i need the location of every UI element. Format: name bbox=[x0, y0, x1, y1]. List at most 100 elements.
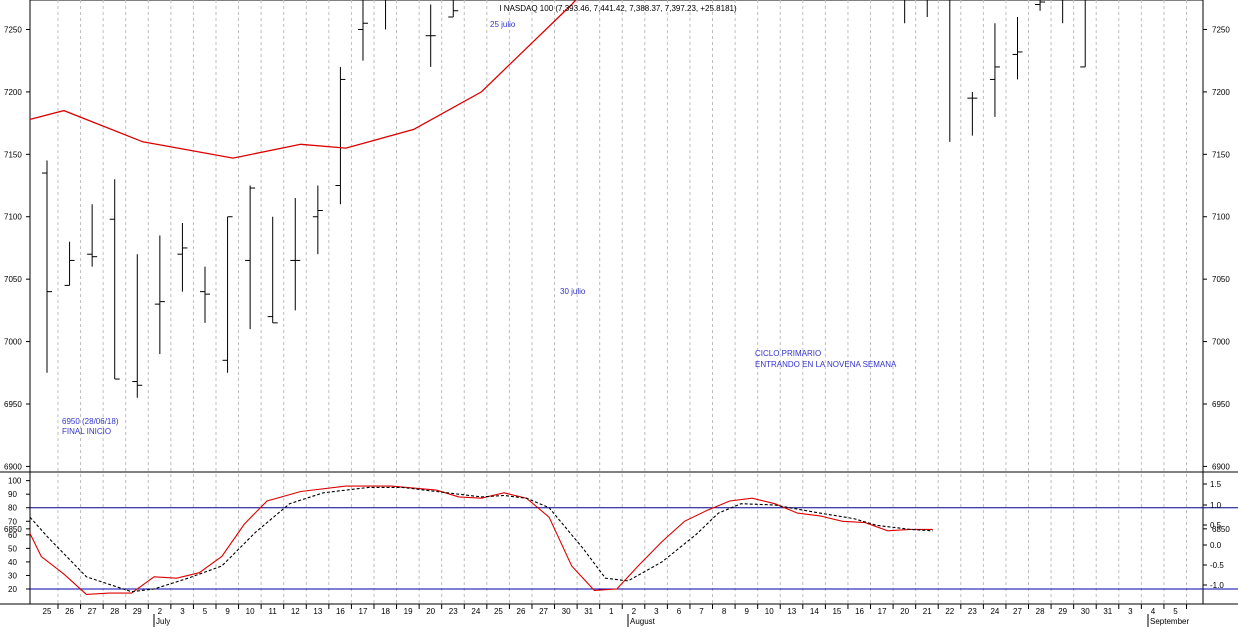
osc-tick-label-right: -1.0 bbox=[1210, 581, 1224, 590]
x-tick-label: 14 bbox=[810, 607, 819, 616]
x-tick-label: 25 bbox=[494, 607, 503, 616]
month-label: July bbox=[156, 617, 170, 626]
osc-tick-label-left: 50 bbox=[8, 544, 17, 553]
ohlc-bar bbox=[42, 160, 52, 373]
ohlc-bar bbox=[109, 179, 120, 380]
annotation-label: ENTRANDO EN LA NOVENA SEMANA bbox=[755, 360, 897, 369]
x-tick-label: 12 bbox=[291, 607, 300, 616]
osc-tick-label-left: 100 bbox=[8, 477, 22, 486]
month-label: September bbox=[1150, 617, 1189, 626]
plot-border bbox=[29, 0, 1204, 605]
y-tick-label-left: 6850 bbox=[4, 525, 22, 534]
price-panel: 25 julio 30 julio 6950 (28/06/18)FINAL INI… bbox=[29, 0, 1086, 436]
ohlc-bar bbox=[926, 0, 928, 17]
ohlc-bar bbox=[222, 216, 233, 373]
x-tick-label: 24 bbox=[990, 607, 999, 616]
x-tick-label: 9 bbox=[225, 607, 230, 616]
x-tick-label: 28 bbox=[1036, 607, 1045, 616]
annotation-label: 30 julio bbox=[560, 287, 586, 296]
x-tick-label: 2 bbox=[632, 607, 637, 616]
ohlc-bar bbox=[385, 0, 387, 30]
x-tick-label: 26 bbox=[65, 607, 74, 616]
x-tick-label: 21 bbox=[923, 607, 932, 616]
x-tick-label: 1 bbox=[609, 607, 614, 616]
annotation-label: FINAL INICIO bbox=[62, 427, 111, 436]
osc-tick-label-left: 90 bbox=[8, 490, 17, 499]
y-tick-label-right: 6850 bbox=[1212, 525, 1230, 534]
x-tick-label: 3 bbox=[654, 607, 659, 616]
ohlc-bar bbox=[177, 222, 188, 292]
ohlc-bar bbox=[949, 0, 951, 142]
ohlc-bar bbox=[87, 204, 98, 267]
ohlc-bar bbox=[245, 185, 256, 330]
x-tick-label: 28 bbox=[110, 607, 119, 616]
x-tick-label: 31 bbox=[584, 607, 593, 616]
x-tick-label: 10 bbox=[246, 607, 255, 616]
y-tick-label-left: 7050 bbox=[4, 275, 22, 284]
x-tick-label: 3 bbox=[1128, 607, 1133, 616]
ohlc-bar bbox=[199, 266, 210, 323]
ohlc-bar bbox=[267, 216, 278, 324]
osc-tick-label-right: -0.5 bbox=[1210, 561, 1224, 570]
y-tick-label-right: 6950 bbox=[1212, 400, 1230, 409]
annotation-label: 25 julio bbox=[490, 20, 516, 29]
x-tick-label: 30 bbox=[562, 607, 571, 616]
ohlc-bar bbox=[64, 241, 75, 286]
y-tick-label-right: 7050 bbox=[1212, 275, 1230, 284]
y-tick-label-left: 7100 bbox=[4, 213, 22, 222]
y-tick-label-left: 7250 bbox=[4, 25, 22, 34]
x-tick-label: 22 bbox=[945, 607, 954, 616]
x-tick-label: 2 bbox=[158, 607, 163, 616]
y-tick-label-right: 7200 bbox=[1212, 88, 1230, 97]
x-tick-label: 23 bbox=[449, 607, 458, 616]
x-tick-label: 19 bbox=[404, 607, 413, 616]
osc-tick-label-left: 20 bbox=[8, 585, 17, 594]
x-tick-label: 26 bbox=[517, 607, 526, 616]
y-tick-label-left: 7200 bbox=[4, 88, 22, 97]
x-tick-label: 25 bbox=[43, 607, 52, 616]
x-tick-label: 27 bbox=[88, 607, 97, 616]
y-tick-label-left: 6950 bbox=[4, 400, 22, 409]
x-tick-label: 20 bbox=[900, 607, 909, 616]
x-tick-label: 10 bbox=[765, 607, 774, 616]
x-tick-label: 30 bbox=[1081, 607, 1090, 616]
ohlc-bar bbox=[1062, 0, 1064, 24]
y-tick-label-right: 7250 bbox=[1212, 25, 1230, 34]
ohlc-bar bbox=[989, 23, 1000, 117]
ohlc-bar bbox=[154, 235, 165, 355]
osc-tick-label-left: 30 bbox=[8, 571, 17, 580]
ohlc-bar bbox=[132, 254, 143, 398]
x-tick-label: 11 bbox=[269, 607, 278, 616]
ohlc-bar bbox=[1080, 0, 1086, 68]
x-tick-label: 23 bbox=[968, 607, 977, 616]
x-tick-label: 16 bbox=[336, 607, 345, 616]
oscillator-line bbox=[29, 485, 933, 595]
x-tick-label: 29 bbox=[133, 607, 142, 616]
x-tick-label: 17 bbox=[359, 607, 368, 616]
annotation-label: 6950 (28/06/18) bbox=[62, 417, 119, 426]
x-tick-label: 17 bbox=[878, 607, 887, 616]
x-tick-label: 5 bbox=[203, 607, 208, 616]
ohlc-bar bbox=[290, 198, 301, 311]
ohlc-bar bbox=[335, 66, 346, 205]
ohlc-bar bbox=[312, 185, 323, 255]
grid-layer bbox=[0, 0, 1238, 605]
x-tick-label: 20 bbox=[426, 607, 435, 616]
osc-tick-label-left: 70 bbox=[8, 517, 17, 526]
x-tick-label: 27 bbox=[539, 607, 548, 616]
x-tick-label: 7 bbox=[699, 607, 704, 616]
osc-tick-label-left: 40 bbox=[8, 558, 17, 567]
oscillator-panel bbox=[29, 485, 1238, 595]
x-tick-label: 8 bbox=[722, 607, 727, 616]
osc-tick-label-left: 60 bbox=[8, 531, 17, 540]
x-tick-label: 5 bbox=[1173, 607, 1178, 616]
ohlc-bar bbox=[448, 0, 459, 18]
x-tick-label: 31 bbox=[1103, 607, 1112, 616]
annotation-label: CICLO PRIMARIO bbox=[755, 349, 821, 358]
x-tick-label: 13 bbox=[787, 607, 796, 616]
y-tick-label-right: 6900 bbox=[1212, 462, 1230, 471]
ohlc-bar bbox=[967, 91, 978, 136]
signal-line bbox=[29, 486, 933, 593]
